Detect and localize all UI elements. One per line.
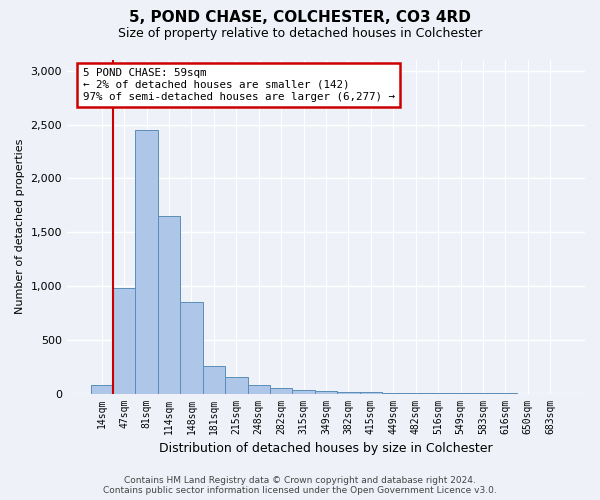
- Text: 5 POND CHASE: 59sqm
← 2% of detached houses are smaller (142)
97% of semi-detach: 5 POND CHASE: 59sqm ← 2% of detached hou…: [83, 68, 395, 102]
- Text: Contains HM Land Registry data © Crown copyright and database right 2024.
Contai: Contains HM Land Registry data © Crown c…: [103, 476, 497, 495]
- Bar: [359, 392, 382, 394]
- Text: 5, POND CHASE, COLCHESTER, CO3 4RD: 5, POND CHASE, COLCHESTER, CO3 4RD: [129, 10, 471, 25]
- Bar: [404, 393, 427, 394]
- Bar: [203, 366, 225, 394]
- Bar: [180, 302, 203, 394]
- Bar: [225, 378, 248, 394]
- X-axis label: Distribution of detached houses by size in Colchester: Distribution of detached houses by size …: [159, 442, 493, 455]
- Bar: [382, 392, 404, 394]
- Bar: [315, 392, 337, 394]
- Bar: [292, 390, 315, 394]
- Bar: [337, 392, 359, 394]
- Y-axis label: Number of detached properties: Number of detached properties: [15, 139, 25, 314]
- Bar: [158, 216, 180, 394]
- Bar: [113, 288, 136, 394]
- Text: Size of property relative to detached houses in Colchester: Size of property relative to detached ho…: [118, 28, 482, 40]
- Bar: [136, 130, 158, 394]
- Bar: [91, 386, 113, 394]
- Bar: [248, 385, 270, 394]
- Bar: [270, 388, 292, 394]
